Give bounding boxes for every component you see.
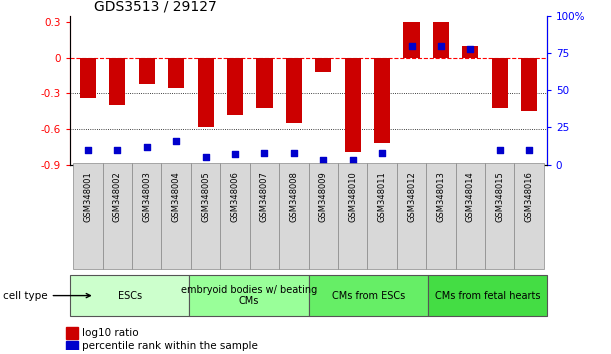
Bar bbox=[66, 341, 78, 350]
Bar bbox=[221, 163, 250, 269]
Bar bbox=[279, 163, 309, 269]
Bar bbox=[403, 22, 420, 58]
Text: ESCs: ESCs bbox=[118, 291, 142, 301]
Bar bbox=[70, 275, 189, 316]
Bar bbox=[161, 163, 191, 269]
Bar bbox=[514, 163, 544, 269]
Bar bbox=[345, 58, 360, 152]
Text: CMs from fetal hearts: CMs from fetal hearts bbox=[434, 291, 540, 301]
Bar bbox=[426, 163, 456, 269]
Bar bbox=[80, 58, 96, 98]
Bar bbox=[191, 163, 221, 269]
Text: GSM348012: GSM348012 bbox=[407, 171, 416, 222]
Bar bbox=[309, 275, 428, 316]
Point bbox=[407, 43, 417, 48]
Text: GSM348013: GSM348013 bbox=[436, 171, 445, 222]
Point bbox=[289, 150, 299, 155]
Text: GSM348008: GSM348008 bbox=[290, 171, 298, 222]
Bar bbox=[227, 58, 243, 115]
Point bbox=[171, 138, 181, 144]
Bar bbox=[168, 58, 185, 88]
Bar bbox=[463, 46, 478, 58]
Point bbox=[348, 157, 357, 163]
Text: GSM348010: GSM348010 bbox=[348, 171, 357, 222]
Text: embryoid bodies w/ beating
CMs: embryoid bodies w/ beating CMs bbox=[181, 285, 317, 307]
Point bbox=[436, 43, 446, 48]
Point bbox=[142, 144, 152, 150]
Point bbox=[466, 46, 475, 51]
Bar bbox=[397, 163, 426, 269]
Text: GSM348011: GSM348011 bbox=[378, 171, 387, 222]
Bar bbox=[456, 163, 485, 269]
Point bbox=[230, 152, 240, 157]
Text: GSM348014: GSM348014 bbox=[466, 171, 475, 222]
Bar bbox=[367, 163, 397, 269]
Point bbox=[377, 150, 387, 155]
Point bbox=[524, 147, 534, 153]
Bar bbox=[485, 163, 514, 269]
Text: GSM348001: GSM348001 bbox=[84, 171, 92, 222]
Text: GSM348003: GSM348003 bbox=[142, 171, 152, 222]
Bar bbox=[66, 327, 78, 339]
Bar bbox=[189, 275, 309, 316]
Text: percentile rank within the sample: percentile rank within the sample bbox=[82, 341, 258, 351]
Bar bbox=[132, 163, 161, 269]
Bar bbox=[73, 163, 103, 269]
Bar bbox=[338, 163, 367, 269]
Bar bbox=[139, 58, 155, 84]
Point bbox=[112, 147, 122, 153]
Text: log10 ratio: log10 ratio bbox=[82, 328, 139, 338]
Bar bbox=[521, 58, 537, 111]
Bar bbox=[309, 163, 338, 269]
Bar bbox=[257, 58, 273, 108]
Point bbox=[260, 150, 269, 155]
Bar bbox=[286, 58, 302, 123]
Point bbox=[318, 157, 328, 163]
Bar bbox=[492, 58, 508, 108]
Bar bbox=[109, 58, 125, 105]
Bar bbox=[315, 58, 331, 72]
Text: GSM348002: GSM348002 bbox=[113, 171, 122, 222]
Text: GSM348007: GSM348007 bbox=[260, 171, 269, 222]
Text: GSM348006: GSM348006 bbox=[230, 171, 240, 222]
Bar bbox=[433, 22, 449, 58]
Text: CMs from ESCs: CMs from ESCs bbox=[332, 291, 404, 301]
Bar bbox=[250, 163, 279, 269]
Point bbox=[495, 147, 505, 153]
Text: GSM348016: GSM348016 bbox=[525, 171, 533, 222]
Text: GDS3513 / 29127: GDS3513 / 29127 bbox=[94, 0, 217, 13]
Point bbox=[83, 147, 93, 153]
Text: cell type: cell type bbox=[3, 291, 90, 301]
Bar bbox=[197, 58, 214, 126]
Bar bbox=[428, 275, 547, 316]
Text: GSM348004: GSM348004 bbox=[172, 171, 181, 222]
Bar bbox=[374, 58, 390, 143]
Bar bbox=[103, 163, 132, 269]
Text: GSM348005: GSM348005 bbox=[201, 171, 210, 222]
Point bbox=[200, 154, 210, 160]
Text: GSM348015: GSM348015 bbox=[496, 171, 504, 222]
Text: GSM348009: GSM348009 bbox=[319, 171, 327, 222]
